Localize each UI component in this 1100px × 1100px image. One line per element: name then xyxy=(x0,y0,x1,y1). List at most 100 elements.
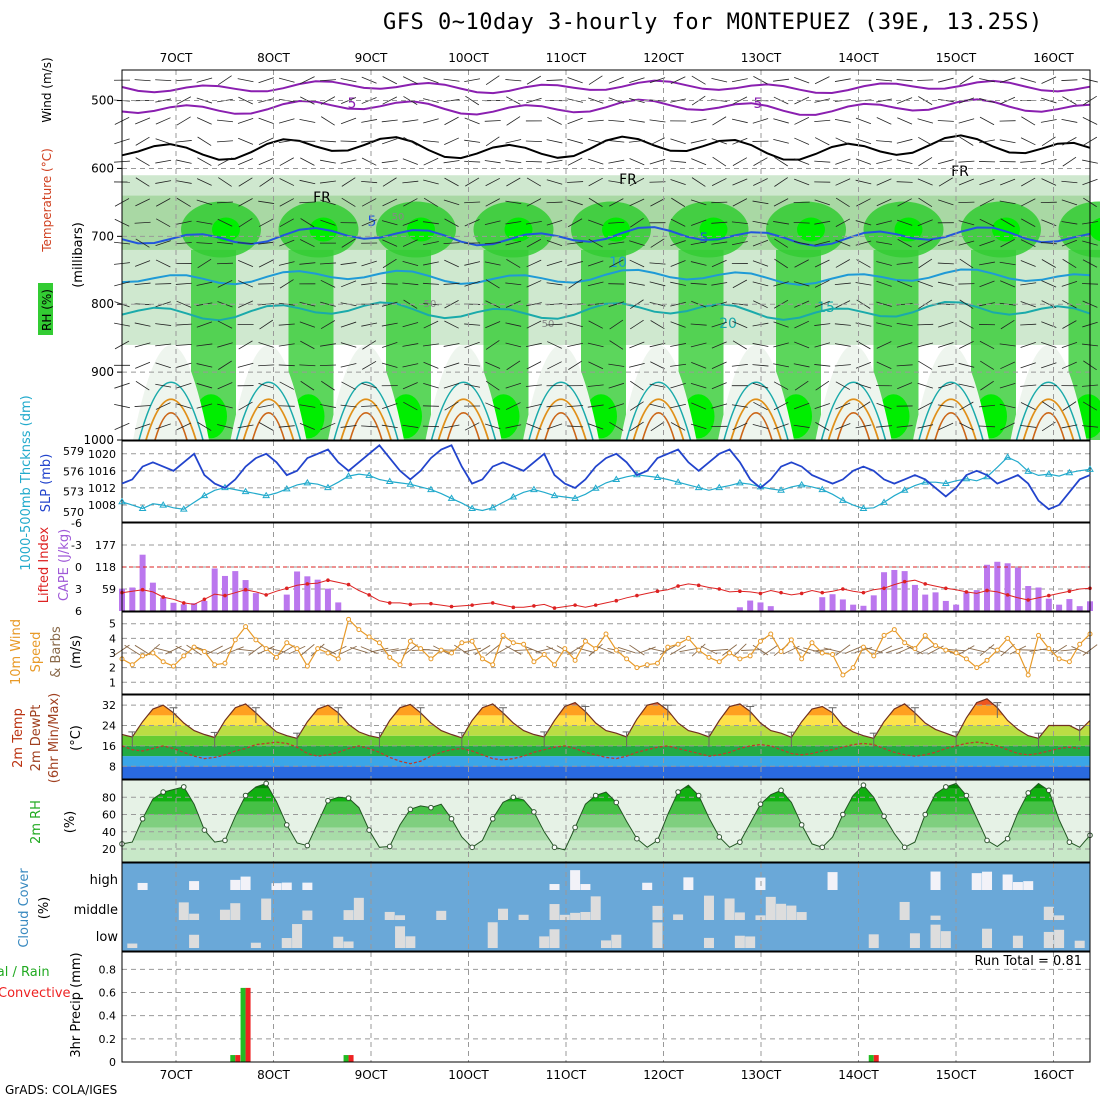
wind-barb xyxy=(814,240,831,246)
wind-speed-marker xyxy=(212,662,218,668)
cape-bar xyxy=(984,564,991,611)
wind-barb xyxy=(793,281,810,287)
wind-barb xyxy=(835,381,851,390)
wind-barb xyxy=(958,160,975,163)
wind-barb xyxy=(649,119,666,123)
wind-barb xyxy=(959,341,974,349)
thickness-marker xyxy=(324,483,332,491)
wind-barb xyxy=(196,77,213,83)
wind-barb xyxy=(454,644,470,656)
wind-barb xyxy=(691,362,707,369)
wind-barb xyxy=(175,180,192,184)
cloud-cell xyxy=(652,905,663,920)
pressure-tick-label: 500 xyxy=(91,94,114,108)
wind-barb xyxy=(671,197,686,207)
wind-barb xyxy=(381,283,398,285)
wind-barb xyxy=(135,238,150,248)
wind-barb xyxy=(773,138,789,144)
rh-blob-core xyxy=(992,217,1020,242)
lifted-index-marker xyxy=(429,601,433,606)
wind-barb xyxy=(320,404,336,408)
wind-barb xyxy=(485,75,500,86)
wind-barb xyxy=(381,322,398,327)
wind-barb xyxy=(484,120,501,122)
wind-speed-marker xyxy=(603,631,609,637)
wind-barb xyxy=(1041,178,1057,186)
contour-label: 5 xyxy=(700,231,709,247)
lifted-index-marker xyxy=(738,589,742,593)
wind-barb xyxy=(773,321,789,328)
wind-barb xyxy=(216,241,233,245)
wind-speed-marker xyxy=(510,640,516,646)
wind-barb xyxy=(753,178,768,186)
wind-barb xyxy=(484,261,501,266)
temp-frame xyxy=(121,694,1091,780)
wind-barb xyxy=(732,178,748,186)
wind-speed-marker xyxy=(181,653,187,659)
thickness-marker xyxy=(715,483,724,491)
cape-bar xyxy=(932,592,939,611)
cloud-cell xyxy=(570,912,581,920)
wind-barb xyxy=(587,158,604,165)
wind-barb xyxy=(979,78,995,83)
wind-barb xyxy=(1061,341,1078,348)
cape-bar xyxy=(335,602,342,611)
wind-barb xyxy=(752,423,769,429)
wind-barb xyxy=(238,96,253,105)
wind-barb xyxy=(649,262,666,265)
wind-barb xyxy=(134,322,151,327)
cloud-cell xyxy=(1054,929,1065,948)
wind-barb xyxy=(979,404,996,408)
wind-barb xyxy=(464,160,481,163)
wind-barb xyxy=(587,260,604,267)
wind-barb xyxy=(629,158,645,166)
precip-convective-bar xyxy=(873,1055,879,1062)
lifted-index-marker xyxy=(223,593,227,598)
2m-rh-marker xyxy=(304,842,311,849)
wind-barb xyxy=(258,241,275,245)
wind-barb xyxy=(1029,648,1048,652)
wind-speed-marker xyxy=(428,656,434,662)
2m-rh-marker xyxy=(1066,839,1073,845)
cape-bar xyxy=(736,607,743,611)
rh-color-band xyxy=(122,814,1090,828)
wind-barb xyxy=(464,364,481,367)
wind-speed-marker xyxy=(387,654,393,660)
wind-barb xyxy=(567,644,584,656)
cape-bar xyxy=(850,604,857,611)
thickness-marker xyxy=(1086,465,1094,472)
temp-title-line: 2m Temp xyxy=(11,708,26,768)
cloud-cell xyxy=(930,924,941,948)
wind-barb xyxy=(794,402,810,410)
wind-barb xyxy=(814,98,831,103)
wind-barb xyxy=(258,404,275,408)
li-tick-label: 6 xyxy=(75,605,82,618)
wind-speed-marker xyxy=(346,616,352,622)
wind-barb xyxy=(576,647,595,653)
wind-barb xyxy=(216,119,233,123)
wind-barb xyxy=(567,261,583,266)
bottom-date-label: 8OCT xyxy=(257,1068,290,1082)
wind-barb xyxy=(135,260,151,267)
wind-speed-marker xyxy=(613,647,619,653)
wind-speed-marker xyxy=(243,624,249,630)
wind-barb xyxy=(752,200,769,205)
wind-barb xyxy=(340,342,357,348)
wind-barb xyxy=(443,382,460,389)
bottom-date-label: 10OCT xyxy=(448,1068,489,1082)
wind-barb xyxy=(711,361,727,369)
wind-barb xyxy=(423,157,439,166)
wind-speed-marker xyxy=(469,638,475,644)
2m-rh-marker xyxy=(963,792,970,799)
top-date-label: 11OCT xyxy=(546,51,587,65)
2m-rh-marker xyxy=(489,816,496,822)
wind-barb xyxy=(774,238,789,248)
thickness-line xyxy=(121,456,1091,512)
wind-speed-marker xyxy=(294,646,300,652)
wind-barb xyxy=(793,424,810,428)
wind-barb xyxy=(876,98,892,103)
wind-barb xyxy=(711,321,728,328)
wind-barb xyxy=(197,421,212,431)
wind-barb xyxy=(835,423,851,430)
wind-barb xyxy=(567,117,583,125)
